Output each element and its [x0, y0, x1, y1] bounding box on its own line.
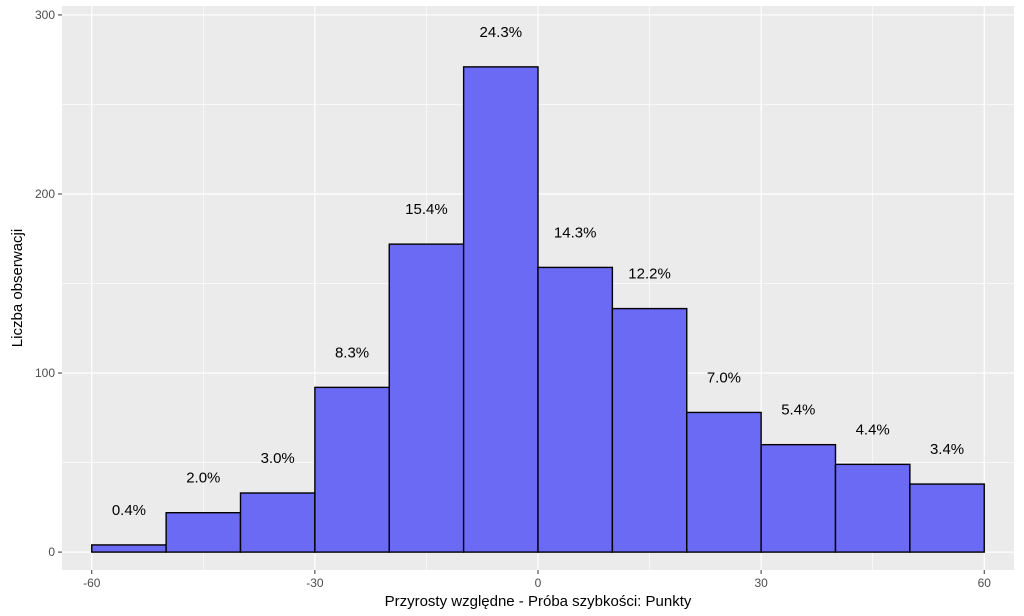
- bar-label: 24.3%: [480, 24, 523, 41]
- bar-labels: 0.4% 2.0% 3.0% 8.3% 15.4% 24.3% 14.3% 12.2% 7.0%…: [112, 24, 964, 519]
- bar-label: 5.4%: [781, 402, 815, 419]
- x-tick-label: 0: [535, 576, 542, 590]
- x-tick-label: 60: [978, 576, 992, 590]
- bar: [239, 492, 316, 553]
- bar-label: 3.4%: [930, 441, 964, 458]
- bar-label: 8.3%: [335, 344, 369, 361]
- bar-label: 15.4%: [405, 201, 448, 218]
- bar-label: 2.0%: [186, 470, 220, 487]
- y-tick-label: 200: [35, 187, 55, 201]
- y-axis-title: Liczba obserwacji: [9, 229, 26, 347]
- y-tick-label: 100: [35, 366, 55, 380]
- bar-label: 12.2%: [628, 266, 671, 283]
- bar: [314, 386, 390, 553]
- x-axis: -60 -30 0 30 60: [83, 570, 991, 590]
- bar: [686, 411, 762, 553]
- bar: [537, 266, 614, 553]
- bar: [165, 512, 242, 553]
- bar: [388, 243, 465, 553]
- y-tick-label: 0: [48, 545, 55, 559]
- bar: [462, 66, 539, 553]
- y-axis: 0 100 200 300: [35, 8, 62, 559]
- bar-label: 3.0%: [261, 450, 295, 467]
- x-tick-label: -30: [306, 576, 324, 590]
- x-axis-title: Przyrosty względne - Próba szybkości: Pu…: [385, 593, 692, 610]
- bar: [909, 483, 985, 553]
- bar-label: 7.0%: [707, 369, 741, 386]
- x-tick-label: -60: [83, 576, 101, 590]
- x-tick-label: 30: [754, 576, 768, 590]
- bar: [834, 463, 911, 553]
- bar-label: 14.3%: [554, 224, 597, 241]
- bar: [91, 544, 167, 553]
- bar: [760, 443, 837, 553]
- bar-label: 4.4%: [856, 421, 890, 438]
- bars: [91, 66, 985, 553]
- bar: [611, 307, 688, 553]
- bar-label: 0.4%: [112, 502, 146, 519]
- y-tick-label: 300: [35, 8, 55, 22]
